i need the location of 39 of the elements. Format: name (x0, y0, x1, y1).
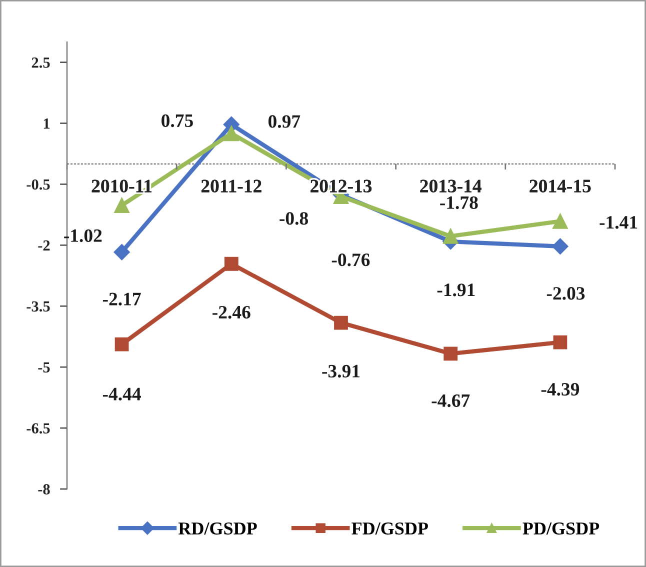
data-label: -4.67 (432, 394, 470, 408)
data-label: -1.91 (437, 284, 475, 296)
x-tick-label: 2014-15 (530, 180, 591, 192)
point (444, 346, 458, 361)
legend-label: RD/GSDP (178, 522, 257, 535)
point (552, 214, 568, 229)
legend-label: PD/GSDP (522, 522, 600, 535)
y-tick-label: 2.5 (32, 58, 50, 68)
point (552, 238, 568, 254)
y-tick-label: -3.5 (26, 301, 50, 312)
y-tick-label: -8 (38, 484, 50, 494)
legend-label: FD/GSDP (352, 522, 428, 535)
data-label: -4.39 (541, 383, 580, 396)
y-tick-label: -5 (38, 362, 50, 373)
point (224, 126, 240, 142)
data-label: -3.91 (322, 364, 360, 378)
data-label: 0.75 (162, 114, 193, 128)
point (114, 198, 130, 213)
data-label: -1.41 (600, 216, 638, 229)
y-tick-label: -6.5 (26, 423, 50, 434)
data-label: -2.46 (212, 306, 250, 319)
data-label: -0.76 (332, 254, 370, 266)
point (224, 256, 238, 271)
data-label: -1.78 (440, 196, 478, 210)
y-tick-label: -2 (38, 240, 50, 250)
point (114, 337, 129, 352)
x-tick-label: 2013-14 (420, 180, 482, 192)
data-label: -2.03 (546, 287, 585, 300)
point (334, 316, 348, 330)
data-label: -0.8 (280, 212, 308, 225)
data-label: -2.17 (102, 292, 141, 306)
data-label: -4.44 (102, 388, 141, 400)
point (114, 244, 130, 260)
x-tick-label: 2011-12 (201, 180, 262, 192)
data-label: 0.97 (268, 115, 300, 128)
y-tick-label: -0.5 (26, 179, 50, 190)
y-tick-label: 1 (44, 118, 50, 129)
point (442, 228, 458, 244)
point (553, 335, 568, 350)
